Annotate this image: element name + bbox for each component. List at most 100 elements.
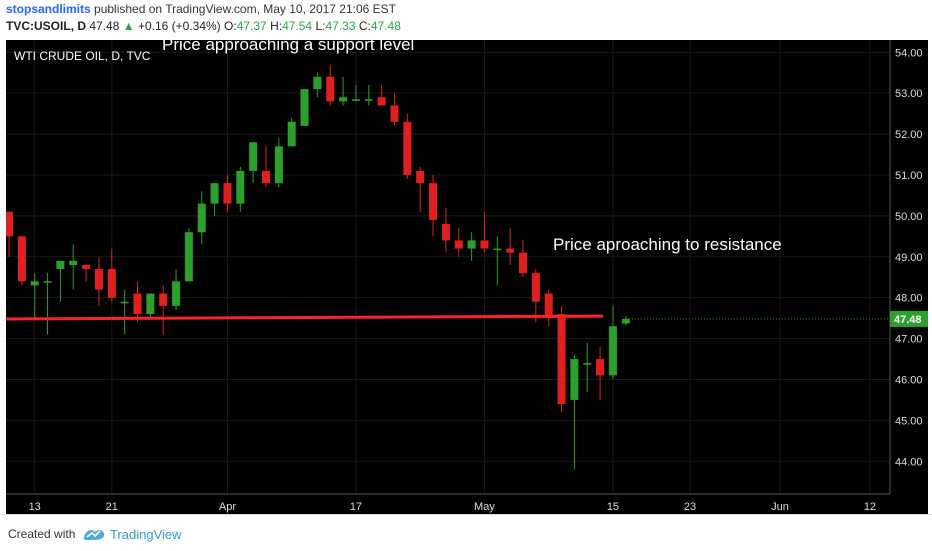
- candle-body: [403, 121, 412, 175]
- candle-body: [223, 183, 232, 204]
- time-tick-label: 17: [350, 501, 362, 513]
- candle-body: [300, 89, 309, 126]
- candle-body: [583, 363, 592, 365]
- candle-body: [30, 281, 39, 286]
- footer: Created with TradingView: [0, 514, 932, 551]
- price-axis[interactable]: 44.00 45.00 46.00 47.00 48.00 49.00 50.00 51.00…: [889, 40, 928, 494]
- candle-body: [351, 99, 360, 101]
- close-value: 47.48: [370, 19, 401, 33]
- candle-body: [249, 142, 258, 171]
- change-value: +0.16 (+0.34%): [137, 19, 221, 33]
- candle-body: [339, 97, 348, 102]
- candle-body: [159, 293, 168, 306]
- publish-header: stopsandlimits published on TradingView.…: [0, 0, 932, 40]
- published-text: published on TradingView.com, May 10, 20…: [94, 2, 396, 16]
- price-tick-label: 46.00: [895, 374, 923, 386]
- price-tick-label: 52.00: [895, 129, 923, 141]
- candle-body: [506, 248, 515, 253]
- price-tick-label: 54.00: [895, 47, 923, 59]
- price-tick-label: 50.00: [895, 211, 923, 223]
- candle-body: [493, 248, 502, 251]
- created-with-text: Created with: [8, 527, 76, 541]
- candle-body: [454, 240, 463, 249]
- candle-body: [94, 269, 103, 290]
- candle-body: [531, 273, 540, 302]
- ohlc-line: TVC:USOIL, D 47.48 ▲ +0.16 (+0.34%) O:47…: [6, 19, 401, 33]
- low-label: L:: [315, 19, 326, 33]
- last-price-label: 47.48: [894, 314, 922, 326]
- candle-body: [377, 97, 386, 106]
- symbol-label: TVC:USOIL, D: [6, 19, 86, 33]
- time-tick-label: 12: [864, 501, 876, 513]
- candle-body: [262, 170, 270, 184]
- candle-body: [17, 236, 26, 282]
- candle-body: [429, 183, 438, 220]
- author-link[interactable]: stopsandlimits: [6, 2, 91, 16]
- candle-body: [544, 293, 553, 319]
- candle-body: [184, 232, 193, 282]
- candle-body: [146, 293, 155, 315]
- candle-body: [43, 281, 52, 283]
- candle-body: [441, 224, 450, 241]
- candle-body: [120, 301, 129, 304]
- candle-body: [82, 264, 91, 270]
- candles: [6, 64, 630, 470]
- low-value: 47.33: [325, 19, 356, 33]
- high-value: 47.54: [282, 19, 313, 33]
- candle-body: [608, 326, 617, 376]
- price-tick-label: 51.00: [895, 170, 923, 182]
- price-tick-label: 47.00: [895, 334, 923, 346]
- candle-body: [570, 359, 579, 400]
- candle-body: [557, 314, 566, 405]
- price-tick-label: 44.00: [895, 456, 923, 468]
- candle-body: [69, 260, 78, 265]
- up-arrow-icon: ▲: [122, 19, 135, 33]
- high-label: H:: [270, 19, 283, 33]
- candle-body: [519, 252, 527, 274]
- candle-body: [107, 269, 116, 298]
- price-tick-label: 49.00: [895, 252, 923, 264]
- publish-line: stopsandlimits published on TradingView.…: [6, 2, 396, 16]
- chart-area[interactable]: 44.00 45.00 46.00 47.00 48.00 49.00 50.00 51.00…: [6, 40, 928, 514]
- time-axis[interactable]: 13 21 Apr 17 May 15 23 Jun 12: [6, 493, 890, 513]
- annotation-resistance: Price aproaching to resistance: [553, 235, 782, 254]
- candle-body: [56, 260, 65, 270]
- last-price-badge: [890, 310, 928, 327]
- candle-body: [467, 240, 476, 249]
- open-label: O:: [224, 19, 237, 33]
- time-tick-label: Apr: [219, 501, 236, 513]
- candle-body: [416, 170, 425, 184]
- candle-body: [210, 183, 219, 204]
- grid-lines: [6, 40, 890, 494]
- candle-body: [313, 76, 322, 90]
- horizontal-level-line[interactable]: [6, 314, 604, 321]
- time-tick-label: May: [474, 501, 495, 513]
- last-value: 47.48: [89, 19, 120, 33]
- candle-body: [390, 105, 399, 122]
- tradingview-link[interactable]: TradingView: [110, 527, 182, 542]
- candlestick-chart[interactable]: 44.00 45.00 46.00 47.00 48.00 49.00 50.00 51.00…: [6, 40, 928, 514]
- candle-body: [364, 99, 373, 101]
- annotation-support: Price approaching a support level: [162, 40, 414, 54]
- price-tick-label: 48.00: [895, 293, 923, 305]
- candle-body: [133, 293, 142, 315]
- time-tick-label: 13: [29, 501, 41, 513]
- time-tick-label: 21: [106, 501, 118, 513]
- candle-body: [197, 203, 206, 233]
- tradingview-logo-icon: [83, 529, 105, 540]
- candle-body: [287, 121, 296, 147]
- candle-body: [236, 170, 245, 204]
- time-tick-label: 23: [684, 501, 696, 513]
- price-tick-label: 45.00: [895, 415, 923, 427]
- candle-body: [480, 240, 489, 249]
- candle-body: [172, 281, 181, 306]
- candle-body: [596, 359, 605, 376]
- candle-body: [6, 211, 13, 237]
- time-tick-label: 15: [607, 501, 619, 513]
- chart-title: WTI CRUDE OIL, D, TVC: [14, 49, 151, 63]
- open-value: 47.37: [236, 19, 267, 33]
- time-tick-label: Jun: [771, 501, 789, 513]
- price-tick-label: 53.00: [895, 88, 923, 100]
- candle-body: [326, 76, 335, 102]
- close-label: C:: [358, 19, 371, 33]
